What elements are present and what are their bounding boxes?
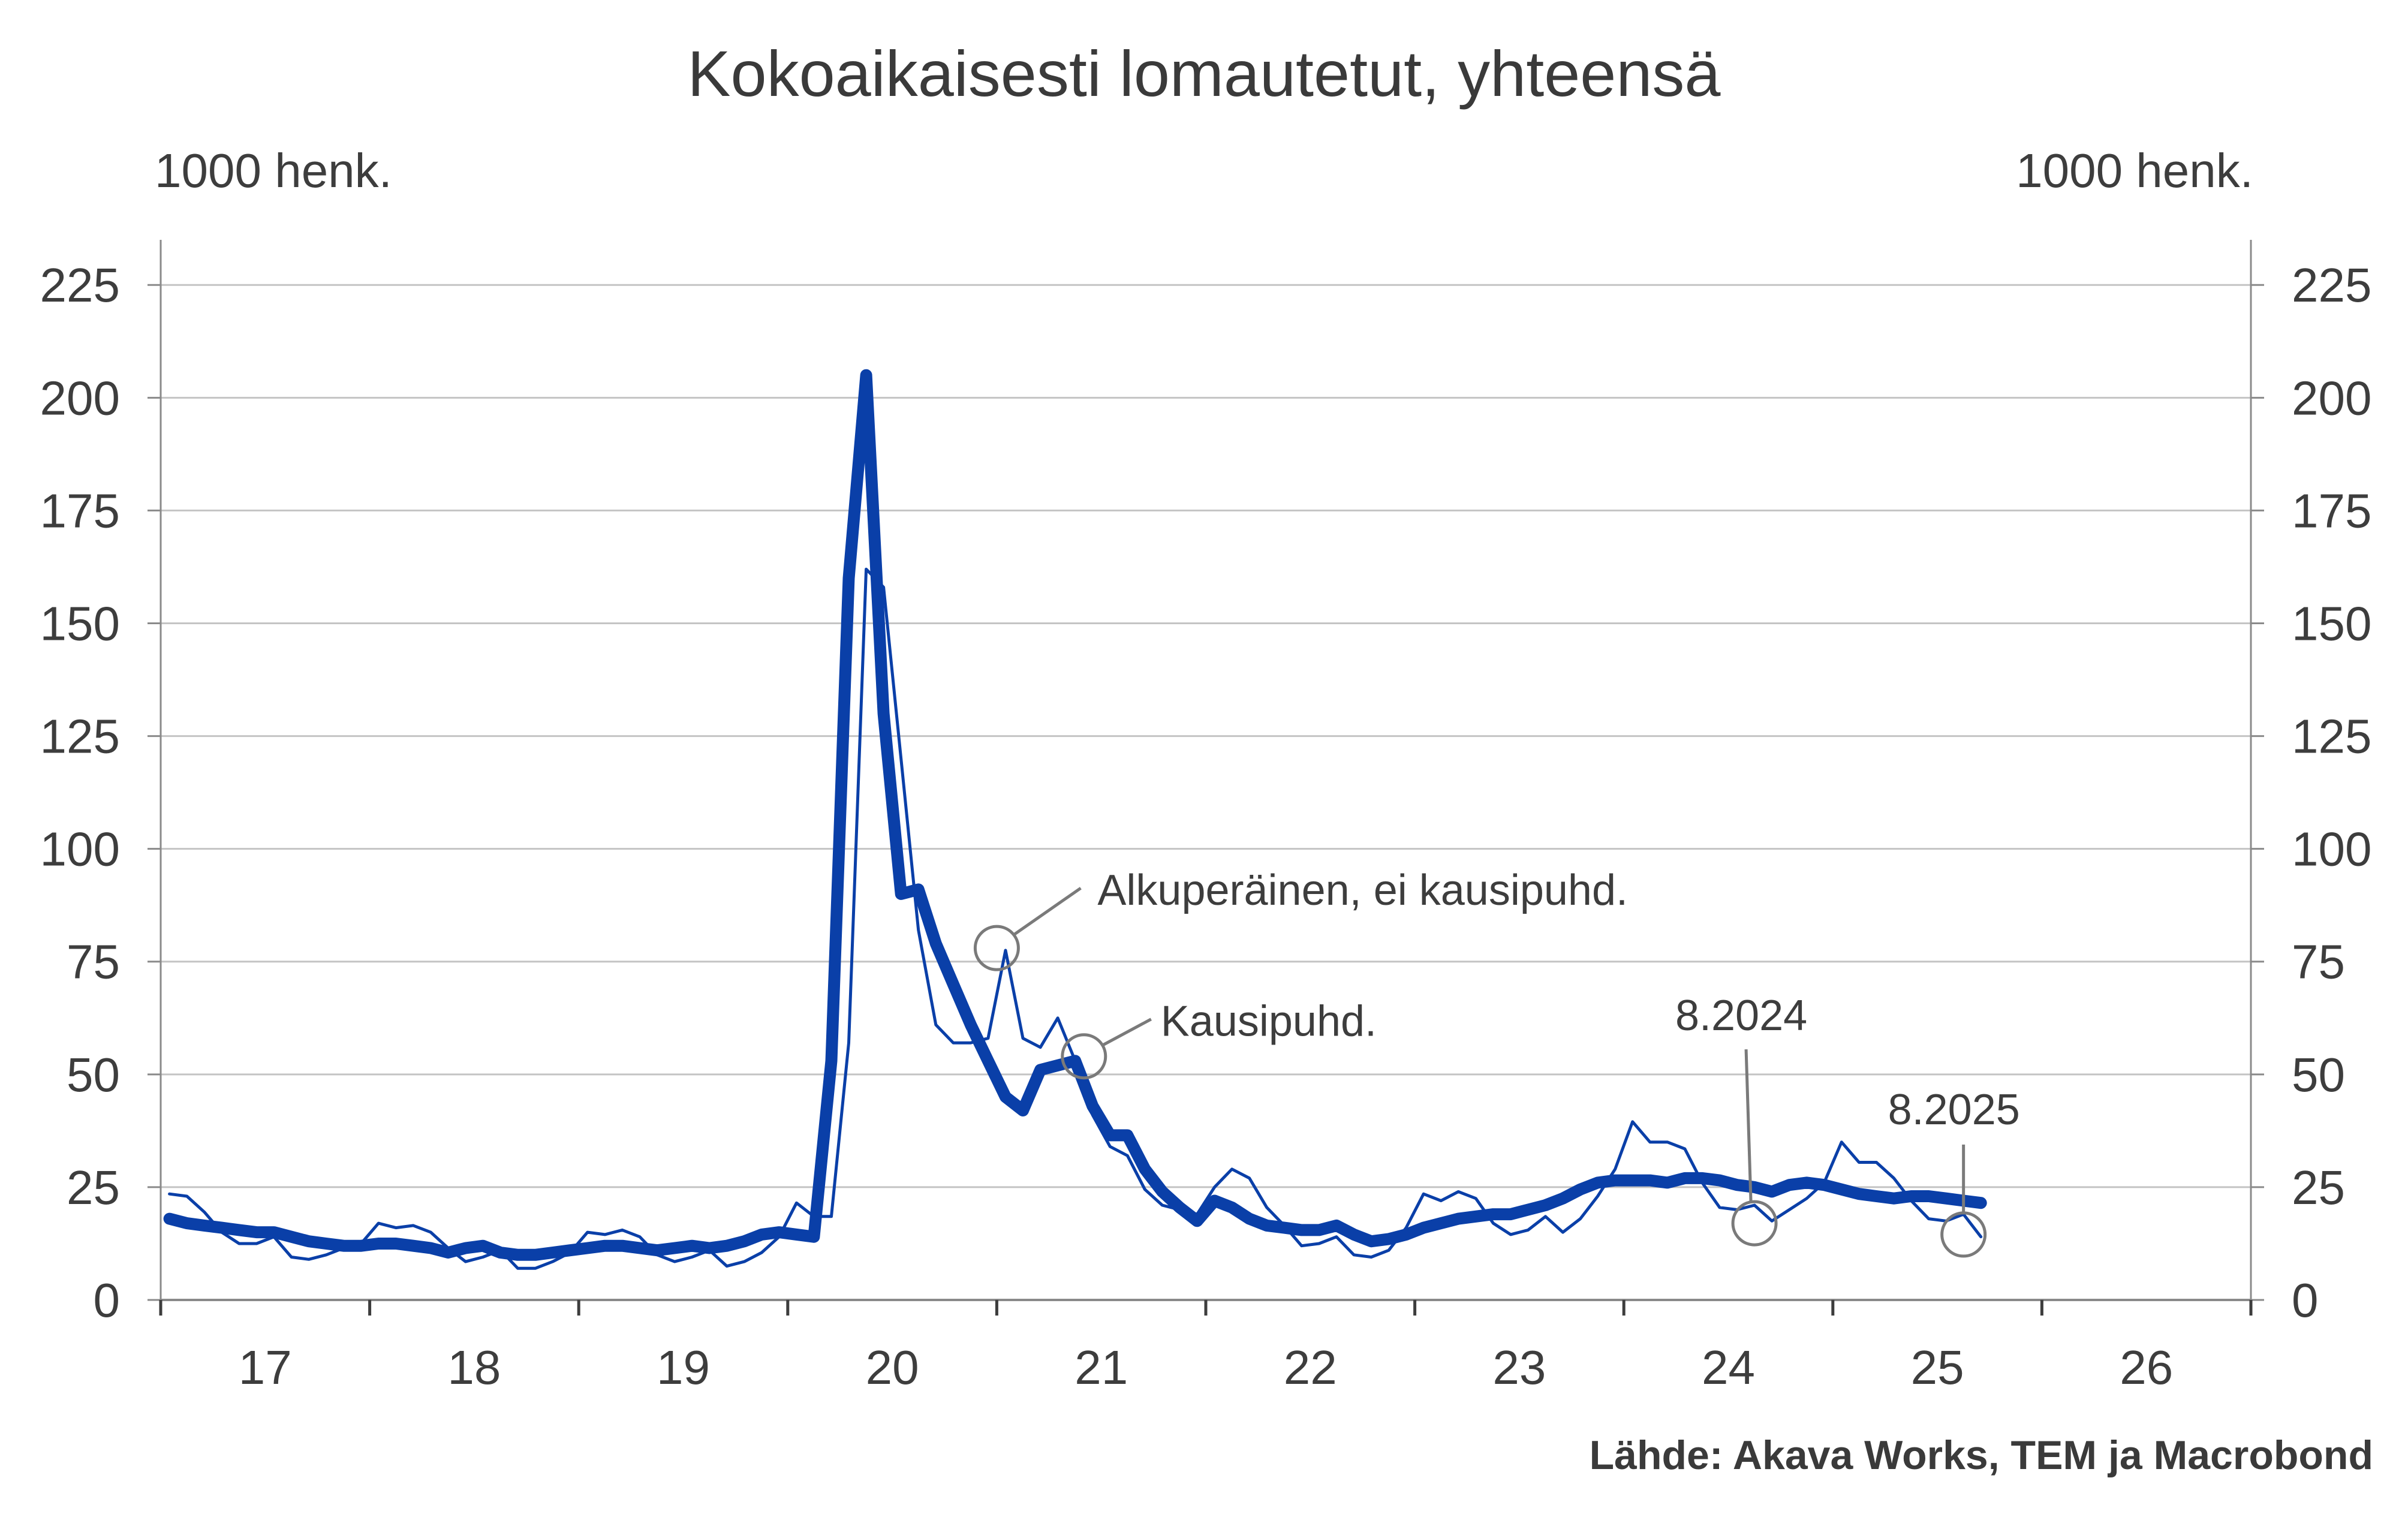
x-tick-label: 20: [866, 1341, 919, 1394]
y-tick-label-left: 225: [40, 258, 120, 312]
y-tick-label-right: 50: [2292, 1048, 2345, 1101]
annotation-leader: [1012, 887, 1082, 937]
y-tick-label-right: 225: [2292, 258, 2371, 312]
annotation-leader: [1744, 1049, 1753, 1202]
x-tick-label: 26: [2120, 1341, 2173, 1394]
annotation-leader: [1101, 1018, 1152, 1047]
series-line-kausipuhd: [163, 369, 1987, 1261]
y-axis-right: 0 25 50 75 100 125 150 175 200 225: [2251, 258, 2371, 1327]
x-tick-label: 18: [447, 1341, 501, 1394]
annotation-label: Alkuperäinen, ei kausipuhd.: [1097, 866, 1628, 914]
x-tick-label: 25: [1911, 1341, 1964, 1394]
x-tick-label: 19: [657, 1341, 710, 1394]
x-tick-label: 17: [239, 1341, 292, 1394]
gridlines: [161, 284, 2251, 1188]
y-tick-label-right: 125: [2292, 710, 2371, 763]
annotation-label: Kausipuhd.: [1161, 998, 1377, 1046]
chart-title: Kokoaikaisesti lomautetut, yhteensä: [688, 37, 1721, 110]
x-tick-label: 24: [1702, 1341, 1755, 1394]
y-tick-label-left: 200: [40, 371, 120, 425]
x-axis: 17 18 19 20 21 22 23 24 25 26: [159, 1300, 2253, 1394]
y-unit-right: 1000 henk.: [2016, 144, 2253, 197]
y-tick-label-right: 25: [2292, 1161, 2345, 1214]
annotation-marker: [1731, 1200, 1778, 1247]
annotation-marker: [973, 925, 1020, 971]
y-tick-label-left: 50: [67, 1048, 120, 1101]
y-tick-label-right: 75: [2292, 935, 2345, 989]
y-tick-label-right: 150: [2292, 597, 2371, 650]
y-tick-label-left: 75: [67, 935, 120, 989]
source-note: Lähde: Akava Works, TEM ja Macrobond: [1590, 1432, 2373, 1478]
y-tick-label-left: 0: [94, 1274, 121, 1327]
x-tick-label: 21: [1074, 1341, 1128, 1394]
y-tick-label-right: 100: [2292, 823, 2371, 876]
series-line-alkuperainen: [168, 567, 1983, 1270]
y-unit-left: 1000 henk.: [155, 144, 392, 197]
annotation-marker: [1061, 1033, 1107, 1080]
y-axis-left: 0 25 50 75 100 125 150 175 200 225: [40, 258, 161, 1327]
y-tick-label-left: 150: [40, 597, 120, 650]
y-tick-label-left: 175: [40, 484, 120, 537]
y-tick-label-right: 200: [2292, 371, 2371, 425]
x-tick-label: 22: [1284, 1341, 1337, 1394]
annotation-label: 8.2025: [1888, 1086, 2020, 1134]
annotation-label: 8.2024: [1675, 992, 1807, 1040]
y-tick-label-left: 125: [40, 710, 120, 763]
y-tick-label-right: 0: [2292, 1274, 2319, 1327]
x-tick-label: 23: [1492, 1341, 1546, 1394]
y-tick-label-left: 25: [67, 1161, 120, 1214]
axes: [159, 240, 2252, 1301]
annotations-layer: Alkuperäinen, ei kausipuhd. Kausipuhd. 8.2…: [973, 866, 2020, 1258]
series-layer: [163, 369, 1987, 1270]
y-tick-label-left: 100: [40, 823, 120, 876]
y-tick-label-right: 175: [2292, 484, 2371, 537]
